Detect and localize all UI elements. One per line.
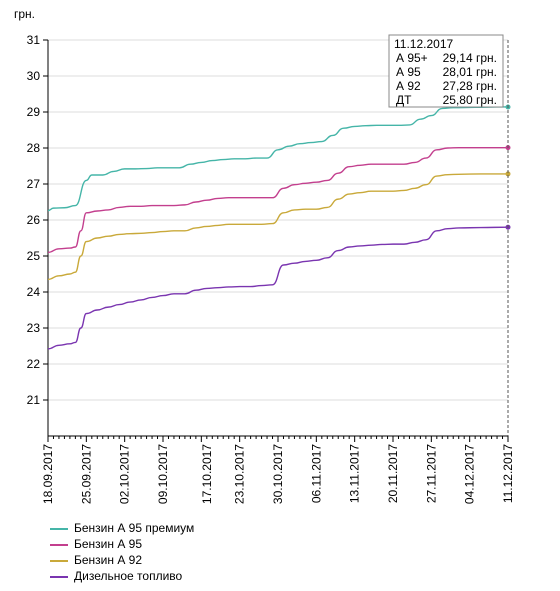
x-tick-label: 25.09.2017 xyxy=(79,444,93,504)
legend-swatch xyxy=(50,528,68,530)
tooltip-box xyxy=(388,34,504,108)
tooltip-label-diesel: ДТ xyxy=(396,93,412,107)
x-tick-label: 23.10.2017 xyxy=(233,444,247,504)
y-tick-label: 26 xyxy=(27,213,41,227)
x-tick-label: 17.10.2017 xyxy=(200,444,214,504)
tooltip-label-a92: А 92 xyxy=(396,79,421,93)
x-tick-label: 11.12.2017 xyxy=(501,444,515,503)
series-line-2 xyxy=(47,173,508,281)
x-tick-label: 06.11.2017 xyxy=(309,444,323,503)
series-endpoint-2 xyxy=(505,171,511,177)
series-lines xyxy=(47,104,511,350)
x-tick-label: 09.10.2017 xyxy=(156,444,170,504)
series-line-0 xyxy=(47,106,508,212)
y-tick-label: 27 xyxy=(27,177,41,191)
tooltip-label-a95: А 95 xyxy=(396,65,421,79)
y-tick-label: 23 xyxy=(27,321,41,335)
y-tick-label: 29 xyxy=(27,105,41,119)
x-tick-label: 20.11.2017 xyxy=(386,444,400,503)
tooltip-value-a95plus: 29,14 грн. xyxy=(443,51,497,65)
series-line-1 xyxy=(47,146,508,254)
y-axis-label: грн. xyxy=(14,7,35,21)
legend-label: Бензин А 92 xyxy=(74,553,143,567)
legend-swatch xyxy=(50,544,68,546)
y-tick-label: 28 xyxy=(27,141,41,155)
y-tick-label: 30 xyxy=(27,69,41,83)
legend-swatch xyxy=(50,560,68,562)
y-axis-ticks: 21 22 23 24 25 26 27 28 29 30 31 xyxy=(27,33,48,407)
hover-tooltip: 11.12.2017 А 95+ 29,14 грн. А 95 28,01 г… xyxy=(388,34,504,108)
legend-label: Бензин А 95 премиум xyxy=(74,521,195,535)
legend-item-a95-premium[interactable]: Бензин А 95 премиум xyxy=(50,520,194,536)
chart-legend: Бензин А 95 премиум Бензин А 95 Бензин А… xyxy=(50,520,194,584)
x-tick-label: 30.10.2017 xyxy=(271,444,285,504)
y-tick-label: 21 xyxy=(27,393,41,407)
x-tick-label: 04.12.2017 xyxy=(463,444,477,504)
series-line-3 xyxy=(47,226,509,350)
tooltip-label-a95plus: А 95+ xyxy=(396,51,428,65)
tooltip-value-a95: 28,01 грн. xyxy=(443,65,497,79)
x-tick-label: 18.09.2017 xyxy=(41,444,55,504)
legend-item-a92[interactable]: Бензин А 92 xyxy=(50,552,194,568)
tooltip-value-a92: 27,28 грн. xyxy=(443,79,497,93)
y-tick-label: 25 xyxy=(27,249,41,263)
legend-label: Дизельное топливо xyxy=(74,569,183,583)
tooltip-date: 11.12.2017 xyxy=(394,37,453,51)
y-tick-label: 31 xyxy=(27,33,41,47)
x-tick-label: 02.10.2017 xyxy=(118,444,132,504)
x-tick-label: 27.11.2017 xyxy=(424,444,438,503)
legend-swatch xyxy=(50,576,68,578)
legend-item-diesel[interactable]: Дизельное топливо xyxy=(50,568,194,584)
y-tick-label: 22 xyxy=(27,357,41,371)
y-tick-label: 24 xyxy=(27,285,41,299)
legend-label: Бензин А 95 xyxy=(74,537,143,551)
x-tick-label: 13.11.2017 xyxy=(348,444,362,503)
x-axis-ticks: 18.09.2017 25.09.2017 02.10.2017 09.10.2017… xyxy=(41,436,515,504)
legend-item-a95[interactable]: Бензин А 95 xyxy=(50,536,194,552)
tooltip-value-diesel: 25,80 грн. xyxy=(443,93,497,107)
